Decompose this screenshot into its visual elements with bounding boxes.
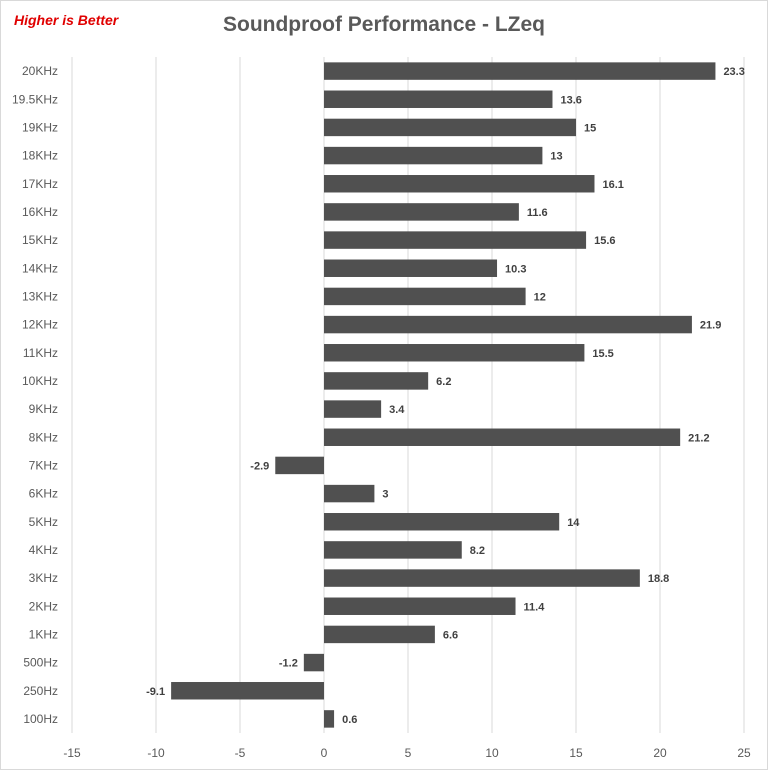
bar	[324, 541, 462, 559]
x-tick-label: 10	[485, 746, 499, 760]
data-label: 6.2	[436, 376, 451, 388]
category-label: 14KHz	[22, 261, 58, 275]
data-label: 8.2	[470, 545, 485, 557]
category-label: 2KHz	[29, 599, 58, 613]
data-label: 13	[550, 151, 562, 163]
x-tick-label: 15	[569, 746, 583, 760]
chart-annotation: Higher is Better	[14, 12, 119, 28]
bar	[324, 372, 429, 390]
bar	[324, 513, 560, 531]
data-label: 3	[382, 489, 388, 501]
bar	[324, 146, 543, 165]
category-label: 18KHz	[22, 149, 58, 163]
category-label: 19KHz	[22, 120, 58, 134]
data-label: -1.2	[279, 658, 298, 670]
data-label: 23.3	[723, 66, 744, 78]
data-label: 11.4	[524, 601, 546, 613]
data-label: 15	[584, 122, 596, 134]
category-label: 15KHz	[22, 233, 58, 247]
bar	[324, 569, 640, 587]
data-label: 13.6	[560, 94, 581, 106]
x-tick-label: -15	[63, 746, 81, 760]
category-label: 1KHz	[29, 627, 58, 641]
data-label: 10.3	[505, 263, 526, 275]
category-label: 13KHz	[22, 289, 58, 303]
bar	[171, 682, 324, 700]
data-label: 11.6	[527, 207, 548, 219]
category-label: 6KHz	[29, 487, 58, 501]
data-label: -9.1	[146, 686, 165, 698]
data-label: 21.2	[688, 432, 709, 444]
bar	[324, 710, 335, 728]
x-tick-label: 5	[405, 746, 412, 760]
category-label: 19.5KHz	[12, 92, 58, 106]
category-label: 100Hz	[23, 712, 58, 726]
x-tick-label: -5	[235, 746, 246, 760]
chart-title: Soundproof Performance - LZeq	[222, 13, 545, 36]
data-label: 16.1	[602, 179, 623, 191]
bar	[324, 315, 692, 334]
category-label: 8KHz	[29, 430, 58, 444]
bar	[324, 118, 576, 137]
category-label: 4KHz	[29, 543, 58, 557]
category-label: 500Hz	[23, 656, 58, 670]
category-label: 3KHz	[29, 571, 58, 585]
category-label: 9KHz	[29, 402, 58, 416]
bar	[324, 625, 435, 644]
x-tick-label: 25	[737, 746, 751, 760]
category-label: 7KHz	[29, 458, 58, 472]
bar	[324, 400, 382, 418]
x-tick-label: 0	[321, 746, 328, 760]
data-label: 21.9	[700, 320, 721, 332]
category-label: 12KHz	[22, 318, 58, 332]
data-label: 0.6	[342, 714, 357, 726]
category-label: 5KHz	[29, 515, 58, 529]
data-label: -2.9	[250, 460, 269, 472]
data-label: 14	[567, 517, 580, 529]
bar	[324, 484, 375, 503]
category-label: 11KHz	[23, 346, 58, 360]
bar	[324, 597, 516, 615]
bar	[303, 653, 324, 672]
bar	[324, 287, 526, 306]
bar	[324, 90, 553, 108]
data-label: 12	[534, 291, 546, 303]
bar	[324, 344, 585, 362]
bar	[324, 428, 681, 446]
category-label: 250Hz	[23, 684, 58, 698]
data-label: 15.5	[592, 348, 613, 360]
category-label: 16KHz	[22, 205, 58, 219]
data-label: 3.4	[389, 404, 405, 416]
bar	[324, 259, 498, 277]
bar	[324, 62, 716, 80]
x-tick-label: 20	[653, 746, 667, 760]
bar	[324, 175, 595, 193]
x-tick-label: -10	[147, 746, 165, 760]
data-label: 18.8	[648, 573, 669, 585]
bar	[275, 456, 324, 475]
category-label: 20KHz	[22, 64, 58, 78]
category-label: 10KHz	[22, 374, 58, 388]
bar	[324, 231, 587, 249]
data-label: 15.6	[594, 235, 615, 247]
category-label: 17KHz	[22, 177, 58, 191]
data-label: 6.6	[443, 629, 458, 641]
bar	[324, 203, 519, 221]
